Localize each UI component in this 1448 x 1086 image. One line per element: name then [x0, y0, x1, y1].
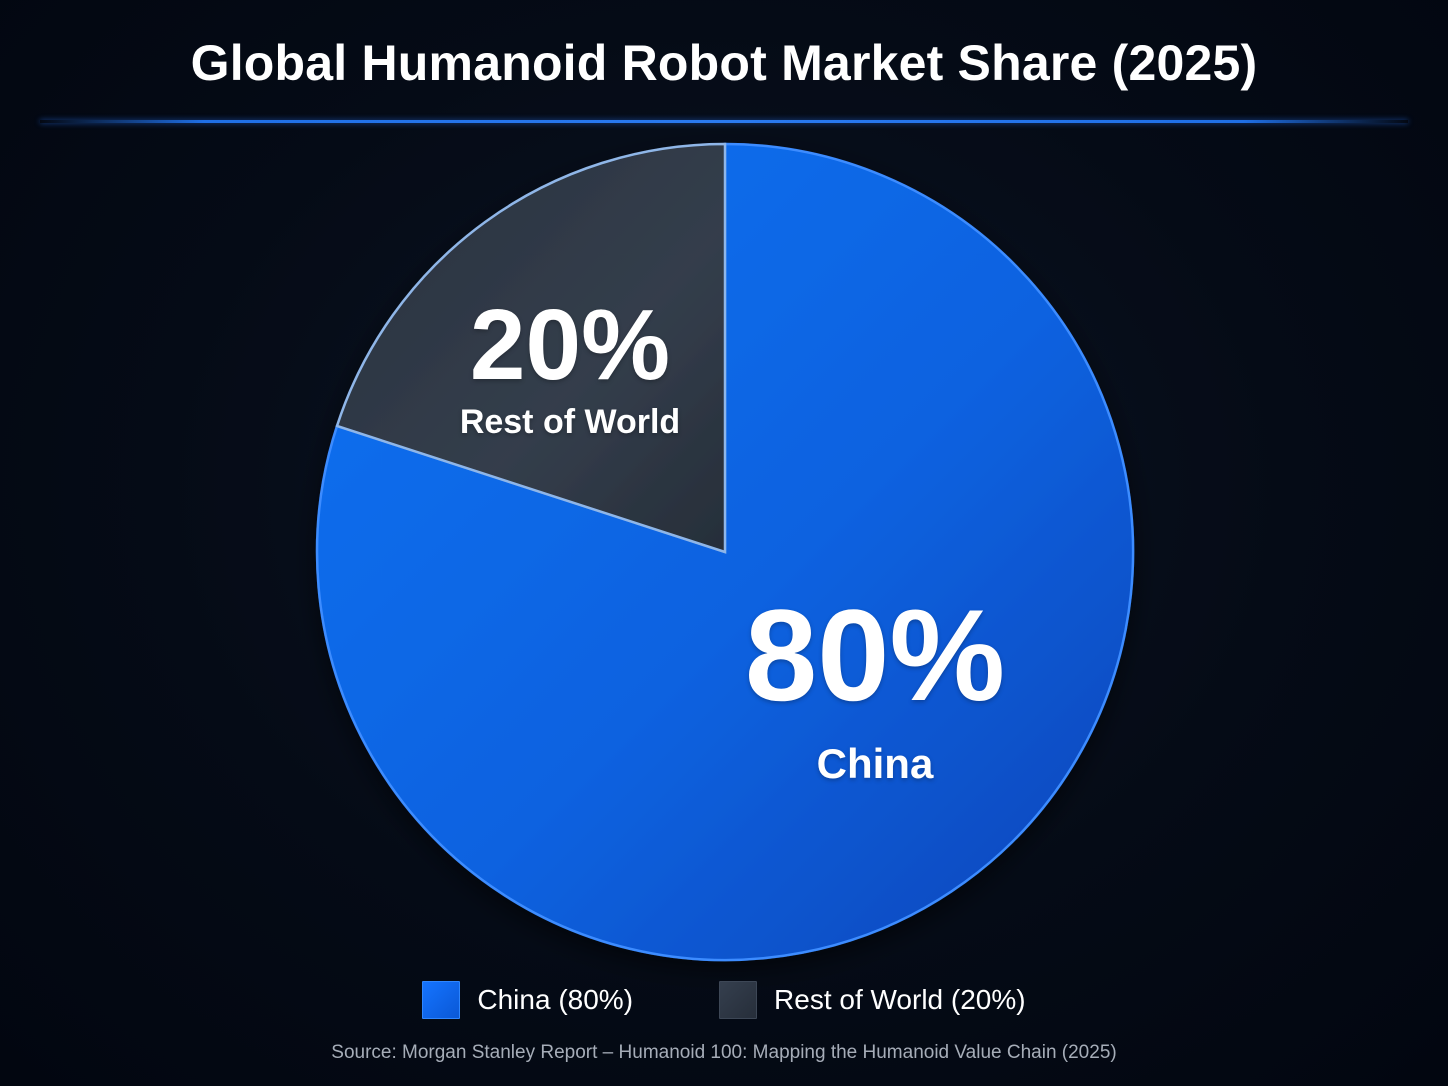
source-note: Source: Morgan Stanley Report – Humanoid…: [331, 1042, 1117, 1063]
slice-name-rest-of-world: Rest of World: [459, 403, 681, 441]
legend-label-china: China (80%): [477, 984, 634, 1015]
title-divider: [40, 120, 1408, 123]
slice-value-rest-of-world: 20%: [469, 289, 671, 401]
pie-slice-rest-of-world[interactable]: [335, 142, 727, 554]
chart-title: Global Humanoid Robot Market Share (2025…: [190, 35, 1258, 91]
legend-swatch-rest-of-world: [719, 981, 758, 1019]
legend-swatch-china: [422, 981, 461, 1019]
pie-svg: [315, 142, 1135, 962]
legend-item-china[interactable]: China (80%): [422, 981, 633, 1019]
legend-item-rest-of-world[interactable]: Rest of World (20%): [719, 981, 1026, 1019]
slice-value-china: 80%: [744, 582, 1006, 728]
chart-legend: China (80%) Rest of World (20%): [0, 980, 1448, 1020]
slice-name-china: China: [816, 740, 934, 787]
pie-chart: 20% Rest of World 80% China: [305, 142, 1145, 962]
legend-label-rest-of-world: Rest of World (20%): [774, 984, 1026, 1015]
